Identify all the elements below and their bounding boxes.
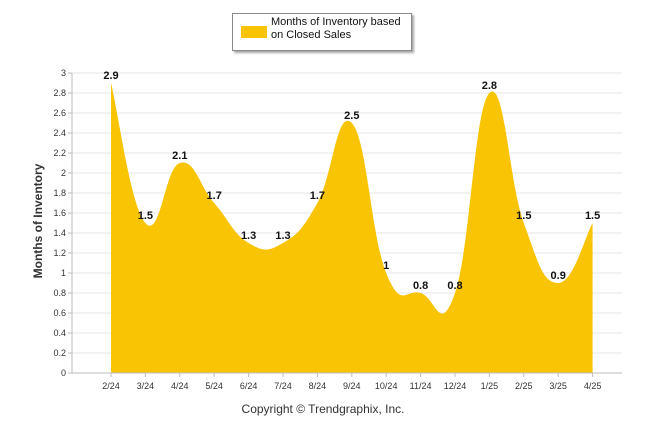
y-tick-label: 1.8 (53, 188, 66, 198)
y-tick-label: 0.8 (53, 288, 66, 298)
y-tick-label: 2.6 (53, 108, 66, 118)
x-tick-label: 12/24 (444, 381, 467, 391)
y-tick-label: 1.4 (53, 228, 66, 238)
y-tick-label: 1 (61, 268, 66, 278)
data-label: 1.3 (241, 230, 256, 242)
data-label: 1.5 (138, 210, 153, 222)
y-axis-title: Months of Inventory (31, 163, 45, 279)
x-tick-label: 3/24 (137, 381, 155, 391)
x-tick-label: 9/24 (343, 381, 361, 391)
y-tick-label: 1.6 (53, 208, 66, 218)
x-tick-label: 7/24 (274, 381, 292, 391)
x-axis-ticks: 2/24 3/24 4/24 5/24 6/24 7/24 8/24 9/24 10/24 11/… (102, 373, 601, 391)
data-label: 0.9 (551, 270, 566, 282)
x-tick-label: 2/24 (102, 381, 120, 391)
y-tick-label: 0.6 (53, 308, 66, 318)
y-axis-ticks: 0 0.2 0.4 0.6 0.8 1 1.2 1.4 1.6 1.8 2 2.2 2.4 2.6 2.8 3 (53, 68, 72, 378)
data-label: 2.5 (344, 110, 359, 122)
x-tick-label: 10/24 (375, 381, 398, 391)
legend-label: Months of Inventory based on Closed Sale… (271, 16, 401, 41)
area-series (111, 83, 593, 373)
data-label: 2.9 (103, 70, 118, 82)
y-tick-label: 2.8 (53, 88, 66, 98)
data-label: 2.8 (482, 80, 497, 92)
legend-swatch (241, 26, 267, 38)
data-label: 1 (383, 260, 389, 272)
data-label: 0.8 (447, 280, 462, 292)
data-label: 0.8 (413, 280, 428, 292)
y-tick-label: 2 (61, 168, 66, 178)
x-tick-label: 4/25 (584, 381, 602, 391)
y-tick-label: 0.2 (53, 348, 66, 358)
x-tick-label: 2/25 (515, 381, 533, 391)
x-tick-label: 6/24 (240, 381, 258, 391)
y-tick-label: 1.2 (53, 248, 66, 258)
data-label: 1.5 (585, 210, 600, 222)
x-tick-label: 5/24 (205, 381, 223, 391)
y-tick-label: 0.4 (53, 328, 66, 338)
x-tick-label: 1/25 (481, 381, 499, 391)
y-tick-label: 2.4 (53, 128, 66, 138)
copyright-footer: Copyright © Trendgraphix, Inc. (241, 402, 405, 416)
x-tick-label: 4/24 (171, 381, 189, 391)
x-tick-label: 11/24 (410, 381, 432, 391)
x-tick-label: 3/25 (549, 381, 567, 391)
y-tick-label: 2.2 (53, 148, 66, 158)
data-label: 2.1 (172, 150, 187, 162)
data-label: 1.5 (516, 210, 531, 222)
y-tick-label: 3 (61, 68, 66, 78)
data-labels: 2.9 1.5 2.1 1.7 1.3 1.3 1.7 2.5 1 0.8 0.8 2.8 1.5 0.9… (103, 70, 600, 292)
x-tick-label: 8/24 (309, 381, 327, 391)
data-label: 1.7 (310, 190, 325, 202)
axes (71, 73, 622, 374)
y-tick-label: 0 (61, 368, 66, 378)
area-fill (111, 83, 593, 373)
data-label: 1.3 (275, 230, 290, 242)
legend[interactable]: Months of Inventory based on Closed Sale… (232, 13, 412, 51)
data-label: 1.7 (207, 190, 222, 202)
